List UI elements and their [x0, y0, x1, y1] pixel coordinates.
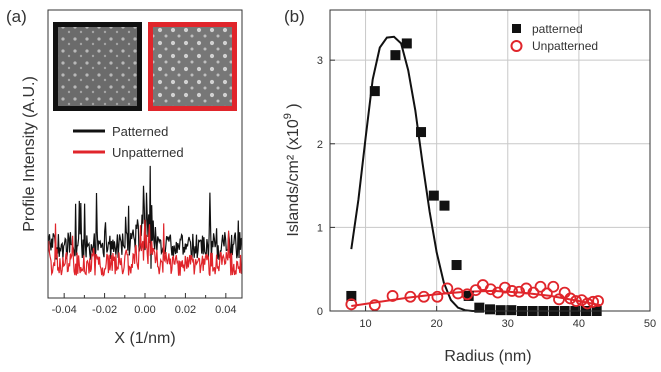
y-tick-label-b: 3 [317, 55, 323, 67]
data-point-patterned [428, 190, 439, 201]
data-point-unpatterned [547, 280, 560, 293]
y-axis-title-b-main: Islands/cm² (x10 [285, 119, 302, 236]
x-tick-label-a: 0.02 [175, 304, 196, 316]
y-axis-title-b-close: ) [285, 103, 302, 113]
data-point-unpatterned [575, 294, 588, 307]
data-point-unpatterned [484, 283, 497, 296]
data-point-patterned [463, 290, 474, 301]
data-point-unpatterned [592, 295, 604, 307]
data-point-patterned [506, 305, 517, 316]
x-tick-label-b: 30 [502, 318, 514, 330]
legend-a: Patterned Unpatterned [73, 124, 184, 160]
data-point-patterned [369, 86, 380, 97]
x-tick-label-a: -0.02 [92, 304, 117, 316]
plot-area-a [48, 165, 242, 277]
data-point-patterned [416, 127, 427, 138]
legend-a-label-patterned: Patterned [112, 124, 168, 139]
data-point-unpatterned [441, 282, 454, 295]
data-point-patterned [390, 50, 401, 61]
data-point-unpatterned [534, 280, 547, 293]
x-tick-label-b: 50 [644, 318, 656, 330]
plot-frame-b [329, 9, 651, 312]
x-tick-label-b: 10 [359, 318, 371, 330]
data-point-unpatterned [345, 298, 358, 311]
data-point-unpatterned [558, 286, 571, 299]
data-point-unpatterned [570, 295, 582, 307]
legend-b: patterned Unpatterned [510, 22, 598, 53]
legend-b-label-patterned: patterned [532, 22, 583, 36]
fit-curve-patterned [350, 35, 480, 312]
x-axis-title-b: Radius (nm) [444, 348, 531, 365]
data-points-b [345, 38, 604, 316]
data-point-unpatterned [386, 290, 399, 302]
series-unpatterned-line [48, 219, 242, 277]
data-point-unpatterned [540, 287, 553, 300]
inset-image-patterned [53, 22, 142, 111]
panel-b-label: (b) [284, 7, 305, 26]
legend-b-label-unpatterned: Unpatterned [532, 39, 598, 53]
data-point-unpatterned [513, 285, 526, 298]
x-axis-title-a: X (1/nm) [114, 330, 175, 347]
y-axis-title-b-exponent: 9 [282, 113, 294, 119]
data-point-unpatterned [469, 284, 482, 296]
x-tick-label-a: -0.04 [52, 304, 77, 316]
panel-a: (a) Patterned Unpatterned -0.04 -0.02 0.00… [6, 7, 243, 347]
y-tick-label-b: 0 [317, 306, 323, 318]
data-point-patterned [451, 260, 462, 271]
data-point-patterned [474, 302, 485, 313]
y-axis-title-a: Profile Intensity (A.U.) [21, 76, 38, 232]
fit-curves-b [350, 35, 601, 312]
data-point-patterned [401, 38, 412, 49]
data-point-patterned [495, 305, 506, 316]
data-point-unpatterned [417, 290, 430, 303]
data-point-unpatterned [587, 295, 600, 308]
x-tick-label-b: 20 [431, 318, 443, 330]
legend-b-marker-unpatterned [510, 40, 523, 52]
data-point-unpatterned [553, 293, 565, 306]
x-tick-label-b: 40 [573, 318, 585, 330]
y-axis-title-b: Islands/cm² (x109 ) [282, 103, 302, 236]
series-patterned-line [48, 165, 242, 269]
y-tick-label-b: 1 [317, 222, 323, 234]
data-point-unpatterned [506, 285, 518, 297]
inset-image-unpatterned [148, 22, 237, 111]
x-axis-a: -0.04 -0.02 0.00 0.02 0.04 [52, 293, 237, 316]
data-point-unpatterned [499, 281, 511, 294]
legend-b-marker-patterned [512, 24, 521, 33]
panel-b: (b) 10 20 30 40 50 0 1 2 3 patterned Unpatterned… [282, 7, 656, 365]
data-point-unpatterned [527, 286, 540, 299]
data-point-patterned [439, 200, 450, 211]
axes-b: 10 20 30 40 50 0 1 2 3 [317, 55, 656, 330]
panel-a-label: (a) [6, 7, 27, 26]
data-point-patterned [485, 304, 495, 315]
legend-a-label-unpatterned: Unpatterned [112, 145, 184, 160]
data-point-unpatterned [564, 292, 577, 305]
data-point-unpatterned [581, 297, 594, 310]
data-point-unpatterned [368, 299, 381, 312]
data-point-patterned [346, 290, 357, 301]
x-tick-label-a: 0.04 [215, 304, 236, 316]
y-tick-label-b: 2 [317, 139, 323, 151]
data-point-unpatterned [404, 290, 417, 303]
x-tick-label-a: 0.00 [134, 304, 155, 316]
data-point-unpatterned [431, 290, 444, 303]
